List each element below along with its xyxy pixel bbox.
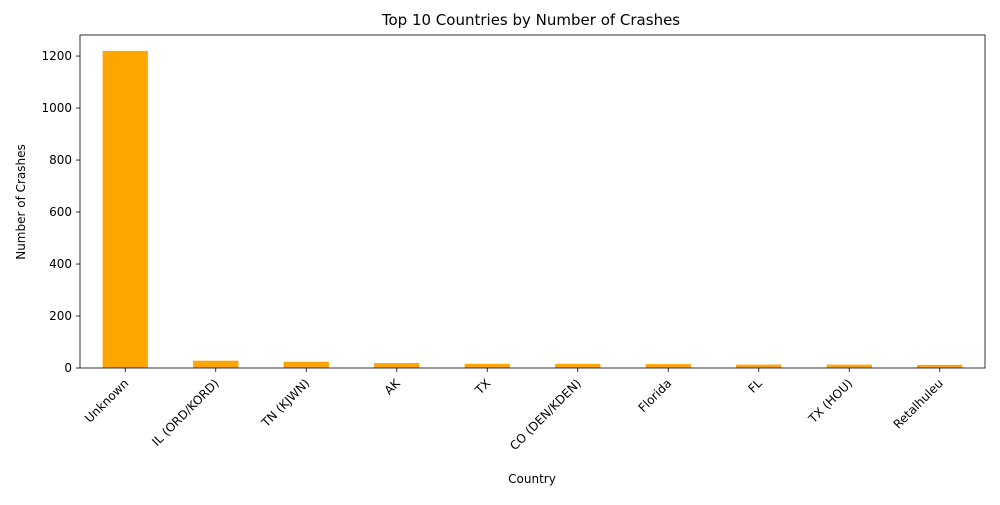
y-axis-ticks: 0 200 400 600 800 1000 1200 [41,49,80,375]
y-tick-label: 0 [64,361,72,375]
x-tick-label: CO (DEN/KDEN) [507,376,584,453]
bar-8 [826,364,872,368]
y-tick-label: 200 [49,309,72,323]
bar-0 [102,50,148,368]
plot-frame [79,34,986,369]
bar-9 [917,364,963,368]
y-tick-label: 800 [49,153,72,167]
x-tick-label: IL (ORD/KORD) [149,376,222,449]
x-axis-ticks: Unknown IL (ORD/KORD) TN (KJWN) AK TX CO (DEN… [82,368,946,453]
x-axis-label: Country [508,472,556,486]
x-tick-label: FL [745,376,765,396]
bar-1 [193,360,239,368]
bar-7 [736,364,782,368]
y-tick-label: 1000 [41,101,72,115]
x-tick-label: Unknown [82,376,131,425]
y-tick-label: 600 [49,205,72,219]
y-tick-label: 400 [49,257,72,271]
x-tick-label: Florida [636,376,675,415]
y-tick-label: 1200 [41,49,72,63]
bar-3 [374,363,420,368]
y-axis-label: Number of Crashes [14,144,28,260]
bar-4 [464,363,510,368]
x-tick-label: AK [382,375,404,397]
x-tick-label: TN (KJWN) [258,376,312,430]
bar-5 [555,363,601,368]
x-tick-label: TX [472,376,494,398]
bar-6 [645,364,691,368]
bar-2 [283,361,329,368]
x-tick-label: Retalhuleu [891,376,946,431]
bars-layer [102,50,963,368]
chart-title: Top 10 Countries by Number of Crashes [381,11,680,29]
x-tick-label: TX (HOU) [805,376,855,426]
